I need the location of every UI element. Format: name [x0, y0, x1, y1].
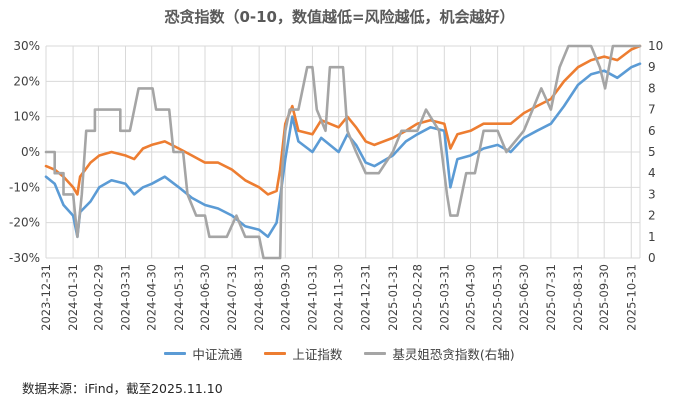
- right-tick-label: 8: [648, 81, 656, 95]
- x-tick-label: 2025-08-31: [571, 264, 585, 331]
- right-tick-label: 1: [648, 230, 656, 244]
- x-tick-label: 2025-03-31: [437, 264, 451, 331]
- x-tick-label: 2025-04-30: [464, 264, 478, 331]
- source-note: 数据来源：iFind，截至2025.11.10: [22, 381, 223, 396]
- x-tick-label: 2025-06-30: [517, 264, 531, 331]
- left-tick-label: 0%: [21, 145, 40, 159]
- left-tick-label: 20%: [13, 74, 40, 88]
- legend-label: 中证流通: [192, 347, 243, 362]
- left-tick-label: -10%: [9, 180, 40, 194]
- right-tick-label: 9: [648, 60, 656, 74]
- x-tick-label: 2025-09-30: [597, 264, 611, 331]
- x-tick-label: 2024-03-31: [118, 264, 132, 331]
- x-tick-label: 2023-12-31: [39, 264, 53, 331]
- x-tick-label: 2025-01-31: [386, 264, 400, 331]
- x-tick-label: 2024-04-30: [145, 264, 159, 331]
- x-tick-label: 2024-12-31: [359, 264, 373, 331]
- right-tick-label: 3: [648, 187, 656, 201]
- legend-item-3: 基灵姐恐贪指数(右轴): [364, 344, 515, 363]
- x-tick-label: 2024-10-31: [305, 264, 319, 331]
- right-tick-label: 7: [648, 103, 656, 117]
- right-tick-label: 10: [648, 39, 663, 53]
- left-tick-label: 10%: [13, 110, 40, 124]
- right-tick-label: 6: [648, 124, 656, 138]
- x-tick-label: 2025-07-31: [544, 264, 558, 331]
- legend-swatch: [364, 352, 387, 355]
- series-line-1: [44, 62, 642, 239]
- left-axis-ticks: 30% 20% 10% 0% -10% -20% -30%: [9, 39, 40, 265]
- legend-label: 上证指数: [292, 347, 343, 362]
- series-line-3: [44, 44, 642, 260]
- series-lines: [44, 44, 642, 260]
- legend-item-1: 中证流通: [164, 344, 242, 363]
- x-tick-label: 2024-06-30: [198, 264, 212, 331]
- x-tick-label: 2024-11-30: [332, 264, 346, 331]
- legend-swatch: [264, 352, 287, 355]
- right-tick-label: 5: [648, 145, 656, 159]
- x-tick-label: 2024-02-29: [91, 264, 105, 331]
- series-line-2: [44, 44, 642, 196]
- right-tick-label: 0: [648, 251, 656, 265]
- legend-label: 基灵姐恐贪指数(右轴): [392, 347, 515, 362]
- x-tick-label: 2025-05-31: [491, 264, 505, 331]
- legend-item-2: 上证指数: [264, 344, 342, 363]
- x-tick-label: 2024-07-31: [225, 264, 239, 331]
- x-tick-label: 2024-08-31: [252, 264, 266, 331]
- x-tick-label: 2024-01-31: [66, 264, 80, 331]
- left-tick-label: -30%: [9, 251, 40, 265]
- gridlines: [45, 45, 641, 259]
- legend-swatch: [164, 352, 187, 355]
- left-tick-label: 30%: [13, 39, 40, 53]
- x-tick-label: 2024-09-30: [278, 264, 292, 331]
- right-tick-label: 4: [648, 166, 656, 180]
- x-tick-label: 2025-02-28: [410, 264, 424, 331]
- left-tick-label: -20%: [9, 216, 40, 230]
- right-tick-label: 2: [648, 209, 656, 223]
- chart-title: 恐贪指数（0-10，数值越低=风险越低，机会越好）: [164, 8, 515, 26]
- legend: 中证流通 上证指数 基灵姐恐贪指数(右轴): [0, 344, 679, 363]
- x-tick-label: 2024-05-31: [172, 264, 186, 331]
- x-tick-label: 2025-10-31: [624, 264, 638, 331]
- x-axis-ticks: 2023-12-31 2024-01-31 2024-02-29 2024-03-31…: [39, 264, 638, 331]
